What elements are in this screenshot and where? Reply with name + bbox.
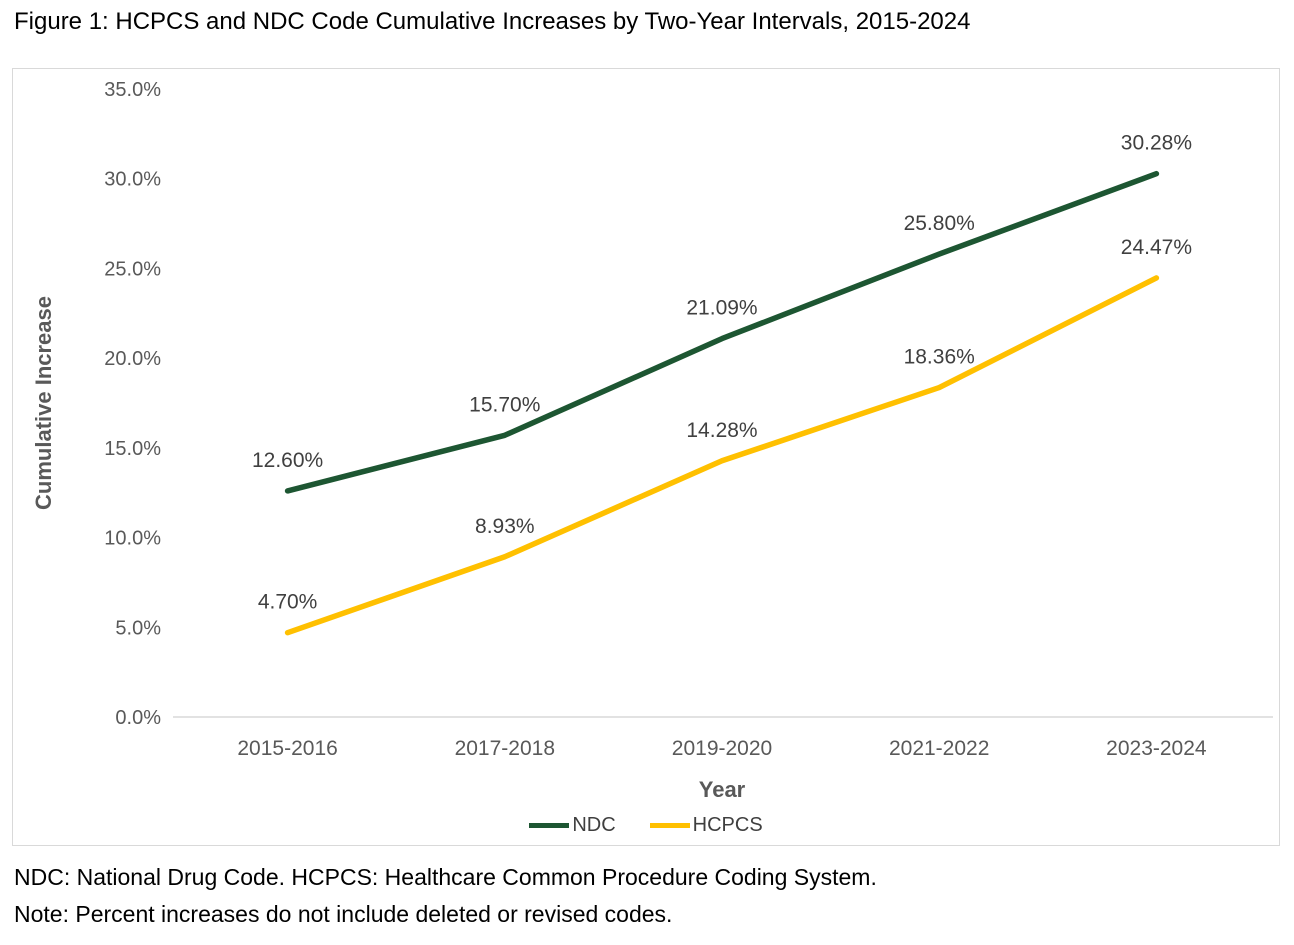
y-tick-label: 25.0% <box>104 258 161 280</box>
x-tick-label: 2023-2024 <box>1106 737 1207 760</box>
y-tick-label: 35.0% <box>104 79 161 101</box>
legend-label-hcpcs: HCPCS <box>692 814 763 836</box>
x-tick-label: 2021-2022 <box>889 737 989 760</box>
data-label-ndc: 15.70% <box>469 393 540 416</box>
footnote-note: Note: Percent increases do not include d… <box>14 901 673 927</box>
series-line-hcpcs <box>284 275 1160 636</box>
y-tick-label: 15.0% <box>104 438 161 460</box>
data-label-ndc: 25.80% <box>904 212 975 235</box>
legend: NDC HCPCS <box>13 814 1279 837</box>
y-tick-label: 30.0% <box>104 169 161 191</box>
figure-title: Figure 1: HCPCS and NDC Code Cumulative … <box>14 8 971 35</box>
chart-svg: 0.0% 5.0% 10.0% 15.0% 20.0% 25.0% 30.0% 35.0% 20… <box>31 79 1273 802</box>
legend-label-ndc: NDC <box>572 814 616 836</box>
x-tick-label: 2019-2020 <box>672 737 772 760</box>
x-tick-label: 2017-2018 <box>455 737 555 760</box>
footnote-abbreviations: NDC: National Drug Code. HCPCS: Healthca… <box>14 864 877 890</box>
ndc-line-swatch <box>529 823 570 828</box>
y-tick-label: 20.0% <box>104 348 161 370</box>
x-axis-title: Year <box>699 777 746 802</box>
series-line-ndc <box>284 170 1160 494</box>
hcpcs-line-swatch <box>649 823 690 828</box>
y-tick-label: 10.0% <box>104 528 161 550</box>
data-label-hcpcs: 8.93% <box>475 515 535 538</box>
data-label-ndc: 12.60% <box>252 449 323 472</box>
chart-area: 0.0% 5.0% 10.0% 15.0% 20.0% 25.0% 30.0% 35.0% 20… <box>12 68 1280 846</box>
y-tick-label: 0.0% <box>115 707 161 729</box>
data-label-hcpcs: 24.47% <box>1121 236 1192 259</box>
data-label-hcpcs: 4.70% <box>258 591 318 614</box>
y-axis-title: Cumulative Increase <box>31 296 56 510</box>
legend-item-hcpcs: HCPCS <box>649 814 763 837</box>
data-label-ndc: 21.09% <box>686 297 757 320</box>
y-tick-label: 5.0% <box>115 617 161 639</box>
legend-item-ndc: NDC <box>529 814 616 837</box>
data-label-hcpcs: 14.28% <box>686 419 757 442</box>
data-label-hcpcs: 18.36% <box>904 346 975 369</box>
data-label-ndc: 30.28% <box>1121 132 1192 155</box>
x-tick-label: 2015-2016 <box>237 737 337 760</box>
